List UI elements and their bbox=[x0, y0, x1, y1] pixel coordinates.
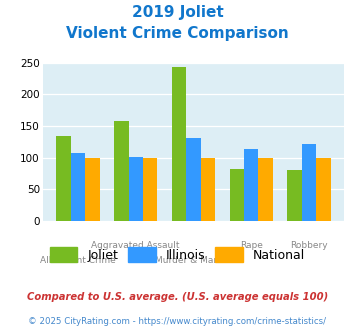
Text: All Violent Crime: All Violent Crime bbox=[40, 256, 116, 265]
Bar bbox=[230, 169, 244, 221]
Bar bbox=[172, 67, 186, 221]
Bar bbox=[71, 153, 85, 221]
Text: Compared to U.S. average. (U.S. average equals 100): Compared to U.S. average. (U.S. average … bbox=[27, 292, 328, 302]
Text: Violent Crime Comparison: Violent Crime Comparison bbox=[66, 26, 289, 41]
Bar bbox=[129, 157, 143, 221]
Bar bbox=[85, 158, 100, 221]
Bar bbox=[244, 149, 258, 221]
Text: Robbery: Robbery bbox=[290, 241, 328, 249]
Text: 2019 Joliet: 2019 Joliet bbox=[132, 5, 223, 20]
Text: Aggravated Assault: Aggravated Assault bbox=[92, 241, 180, 249]
Bar bbox=[287, 170, 302, 221]
Text: Rape: Rape bbox=[240, 241, 263, 249]
Bar bbox=[302, 145, 316, 221]
Text: Murder & Mans...: Murder & Mans... bbox=[155, 256, 232, 265]
Bar bbox=[201, 158, 215, 221]
Bar bbox=[143, 158, 157, 221]
Bar bbox=[114, 121, 129, 221]
Bar bbox=[258, 158, 273, 221]
Legend: Joliet, Illinois, National: Joliet, Illinois, National bbox=[45, 242, 310, 267]
Bar bbox=[186, 138, 201, 221]
Bar bbox=[56, 136, 71, 221]
Bar bbox=[316, 158, 331, 221]
Text: © 2025 CityRating.com - https://www.cityrating.com/crime-statistics/: © 2025 CityRating.com - https://www.city… bbox=[28, 317, 327, 326]
